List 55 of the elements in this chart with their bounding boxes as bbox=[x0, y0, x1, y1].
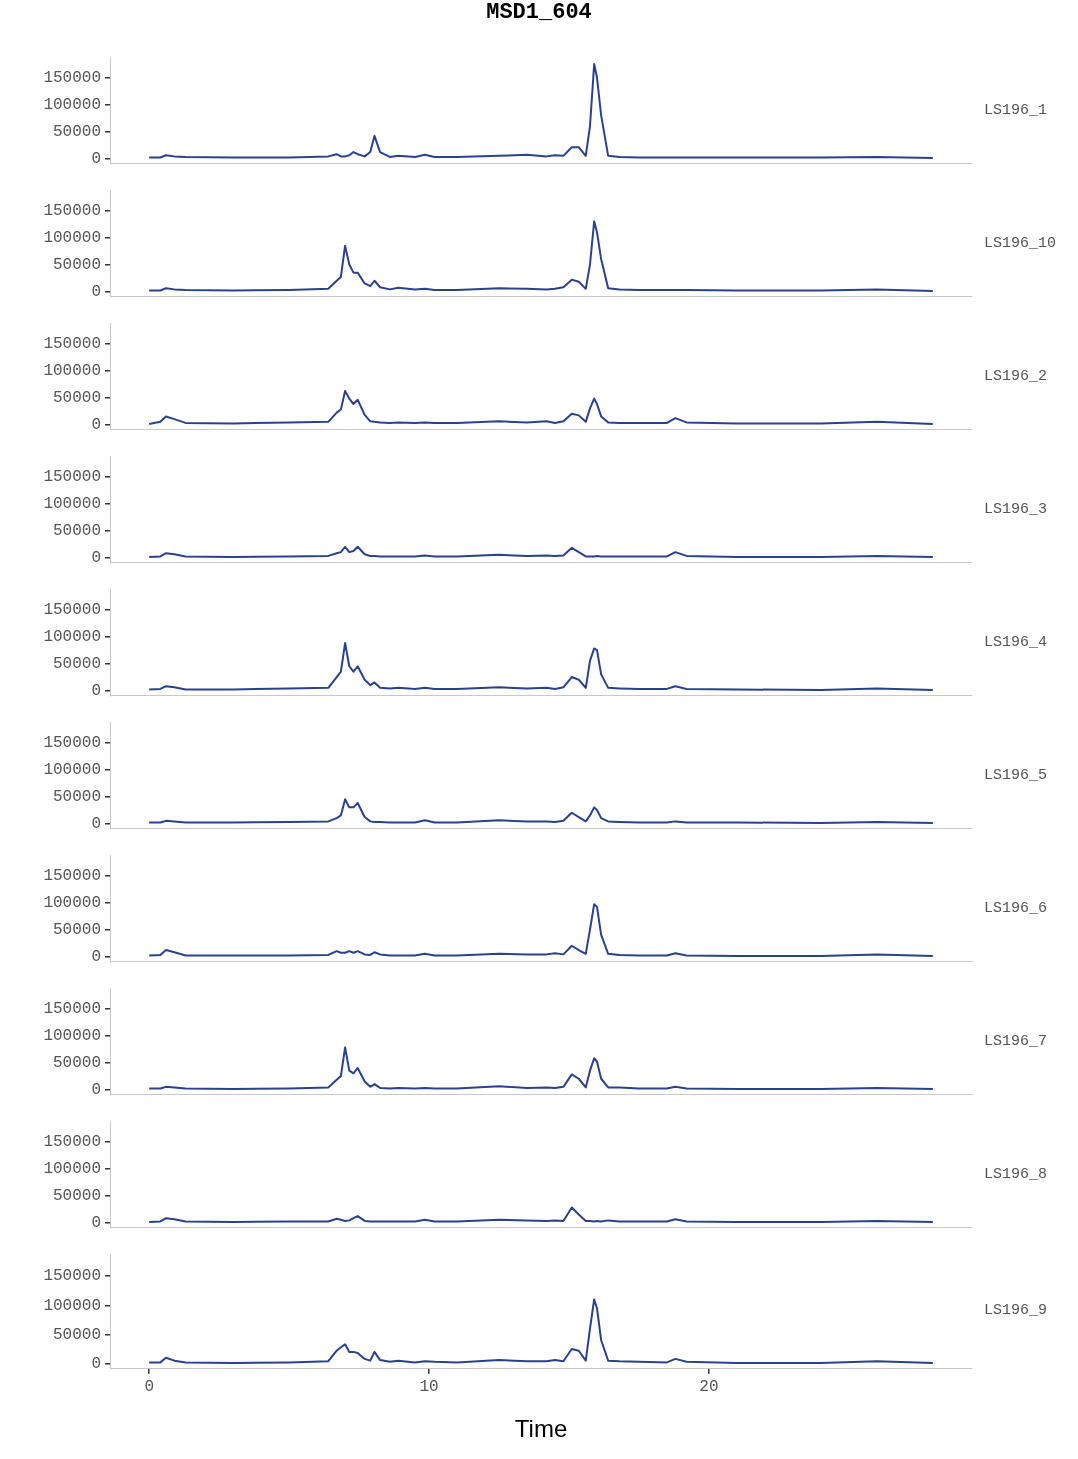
y-tick-label: 0 bbox=[91, 548, 101, 567]
y-tick-label: 0 bbox=[91, 681, 101, 700]
text: LS196_8 bbox=[984, 1165, 1048, 1183]
y-tick-label: 150000 bbox=[43, 600, 101, 619]
x-axis-title: Time bbox=[514, 1414, 568, 1442]
y-tick-label: 0 bbox=[91, 415, 101, 434]
y-tick-label: 100000 bbox=[43, 228, 101, 247]
text: LS196_4 bbox=[984, 633, 1048, 651]
x-tick-label: 0 bbox=[144, 1377, 154, 1396]
chart-title: MSD1_604 bbox=[485, 0, 593, 27]
y-tick-label: 100000 bbox=[43, 893, 101, 912]
text: LS196_7 bbox=[984, 1032, 1048, 1050]
y-tick-label: 50000 bbox=[52, 787, 101, 806]
x-tick-label: 20 bbox=[699, 1377, 719, 1396]
text: LS196_10 bbox=[984, 234, 1057, 252]
y-tick-label: 150000 bbox=[43, 733, 101, 752]
y-tick-label: 100000 bbox=[43, 1159, 101, 1178]
text: LS196_9 bbox=[984, 1302, 1048, 1320]
text: LS196_1 bbox=[984, 101, 1048, 119]
y-tick-label: 50000 bbox=[52, 1325, 101, 1344]
y-tick-label: 50000 bbox=[52, 255, 101, 274]
y-tick-label: 150000 bbox=[43, 334, 101, 353]
y-tick-label: 100000 bbox=[43, 760, 101, 779]
y-tick-label: 100000 bbox=[43, 361, 101, 380]
y-tick-label: 0 bbox=[91, 947, 101, 966]
y-tick-label: 150000 bbox=[43, 201, 101, 220]
text: LS196_6 bbox=[984, 899, 1048, 917]
y-tick-label: 0 bbox=[91, 149, 101, 168]
y-tick-label: 100000 bbox=[43, 1026, 101, 1045]
y-tick-label: 50000 bbox=[52, 1186, 101, 1205]
y-tick-label: 0 bbox=[91, 1080, 101, 1099]
y-tick-label: 0 bbox=[91, 1354, 101, 1373]
y-tick-label: 150000 bbox=[43, 999, 101, 1018]
y-tick-label: 100000 bbox=[43, 95, 101, 114]
y-tick-label: 150000 bbox=[43, 1267, 101, 1286]
y-tick-label: 100000 bbox=[43, 1296, 101, 1315]
y-tick-label: 50000 bbox=[52, 654, 101, 673]
y-tick-label: 150000 bbox=[43, 866, 101, 885]
y-tick-label: 100000 bbox=[43, 494, 101, 513]
x-tick-label: 10 bbox=[419, 1377, 439, 1396]
text: LS196_2 bbox=[984, 367, 1048, 385]
text: LS196_3 bbox=[984, 500, 1048, 518]
y-tick-label: 150000 bbox=[43, 467, 101, 486]
y-tick-label: 0 bbox=[91, 814, 101, 833]
y-tick-label: 50000 bbox=[52, 521, 101, 540]
y-tick-label: 50000 bbox=[52, 1053, 101, 1072]
y-tick-label: 50000 bbox=[52, 122, 101, 141]
y-tick-label: 50000 bbox=[52, 920, 101, 939]
y-tick-label: 150000 bbox=[43, 68, 101, 87]
y-tick-label: 150000 bbox=[43, 1132, 101, 1151]
text: LS196_5 bbox=[984, 766, 1048, 784]
y-tick-label: 100000 bbox=[43, 627, 101, 646]
y-tick-label: 0 bbox=[91, 1213, 101, 1232]
y-tick-label: 50000 bbox=[52, 388, 101, 407]
y-tick-label: 0 bbox=[91, 282, 101, 301]
